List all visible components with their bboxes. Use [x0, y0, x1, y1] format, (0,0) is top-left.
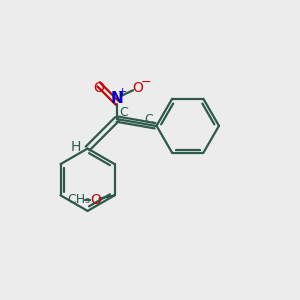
- Text: C: C: [119, 106, 128, 119]
- Text: CH₃: CH₃: [68, 193, 91, 206]
- Text: O: O: [132, 81, 143, 95]
- Text: N: N: [111, 91, 123, 106]
- Text: +: +: [118, 87, 128, 97]
- Text: O: O: [90, 193, 101, 207]
- Text: C: C: [144, 113, 153, 126]
- Text: −: −: [140, 76, 151, 89]
- Text: O: O: [93, 81, 104, 95]
- Text: H: H: [71, 140, 82, 154]
